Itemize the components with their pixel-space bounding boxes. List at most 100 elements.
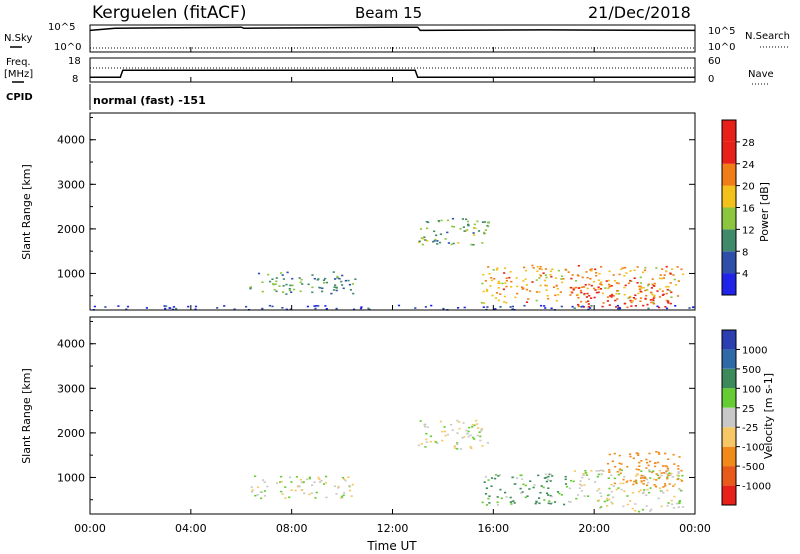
velocity-cell [606, 462, 610, 465]
power-cell [615, 293, 618, 295]
power-cell [349, 289, 352, 291]
velocity-cell [444, 434, 447, 437]
velocity-cell [443, 430, 446, 433]
velocity-cell [664, 452, 667, 455]
velocity-cell [459, 448, 462, 450]
velocity-cell [524, 484, 527, 487]
velocity-cell [618, 462, 621, 465]
velocity-cell [477, 427, 480, 429]
power-cell [555, 285, 558, 287]
power-cell [643, 269, 647, 272]
power-cell [505, 285, 508, 288]
velocity-cell [419, 420, 422, 422]
power-cell [544, 307, 547, 309]
power-cell [571, 274, 574, 276]
power-cell [482, 306, 485, 308]
velocity-cell [470, 447, 473, 449]
power-cell [332, 289, 336, 291]
power-cell [627, 282, 630, 284]
power-cell [629, 270, 632, 272]
power-cell [642, 271, 645, 274]
velocity-cell [280, 475, 283, 478]
velocity-cell [681, 506, 685, 508]
power-cell [483, 302, 486, 304]
velocity-cell [629, 479, 632, 482]
velocity-cell [263, 490, 267, 492]
power-cell [593, 287, 596, 290]
power-cell [299, 290, 302, 293]
velocity-cell [666, 477, 669, 480]
velocity-cell [299, 478, 302, 481]
velocity-cell [645, 478, 649, 481]
power-cell [661, 277, 664, 280]
velocity-cell [637, 468, 641, 471]
velocity-cell [614, 465, 617, 468]
power-cell [481, 221, 484, 223]
power-cell [581, 305, 584, 308]
velocity-cell [654, 462, 657, 464]
power-cell [477, 230, 481, 232]
velocity-cell [534, 502, 537, 505]
velocity-cell [677, 471, 680, 473]
velocity-cell [306, 478, 309, 481]
power-cell [450, 243, 453, 246]
power-cell [560, 275, 564, 277]
velocity-cell [325, 475, 328, 478]
velocity-cell [678, 456, 681, 458]
velocity-cell [637, 452, 640, 455]
power-cell [474, 227, 477, 230]
velocity-cell [496, 496, 499, 498]
velocity-cell [679, 489, 682, 492]
velocity-cell [587, 478, 591, 481]
velocity-cell [481, 445, 484, 447]
velocity-cell [622, 482, 625, 485]
power-cell [677, 280, 680, 282]
velocity-cell [662, 465, 665, 467]
power-cell [472, 232, 475, 234]
power-cell [665, 299, 668, 302]
velocity-cell [618, 469, 621, 472]
velocity-colorbar-swatch [722, 466, 736, 486]
power-cell [672, 274, 675, 276]
velocity-cell [451, 429, 454, 431]
power-cell [589, 278, 592, 280]
velocity-cell [256, 486, 260, 489]
power-cell [634, 305, 637, 307]
velocity-cell [490, 477, 494, 479]
velocity-cell [626, 480, 629, 482]
power-cell [420, 237, 423, 239]
velocity-panel-frame [89, 316, 696, 515]
power-cell [597, 286, 600, 288]
velocity-cell [538, 502, 541, 505]
power-cell [590, 270, 593, 272]
power-cell [313, 277, 316, 280]
power-cell [163, 305, 166, 307]
velocity-cell [537, 474, 540, 477]
velocity-cell [618, 454, 621, 457]
velocity-cell [533, 484, 536, 486]
power-cell [493, 308, 496, 311]
power-colorbar-swatch [722, 141, 736, 164]
power-cell [472, 244, 475, 246]
velocity-cell [594, 481, 597, 483]
power-cell [617, 282, 620, 285]
power-colorbar-swatch [722, 251, 736, 274]
power-cell [290, 291, 293, 293]
velocity-cell [573, 470, 576, 472]
cpid-label: CPID [6, 92, 33, 103]
power-cell [671, 268, 674, 270]
power-cell [436, 243, 439, 245]
power-cell [286, 271, 289, 274]
power-cell [651, 298, 654, 300]
velocity-cell [579, 483, 582, 486]
velocity-cell [259, 491, 262, 493]
velocity-colorbar-label: 25 [742, 404, 755, 415]
power-cell [673, 278, 676, 281]
velocity-cell [647, 464, 650, 467]
velocity-cell [519, 474, 522, 477]
power-cell [665, 307, 669, 310]
velocity-colorbar-label: 1000 [742, 345, 767, 356]
power-cell [274, 283, 277, 285]
power-colorbar-label: 16 [742, 204, 755, 215]
power-cell [341, 284, 344, 286]
